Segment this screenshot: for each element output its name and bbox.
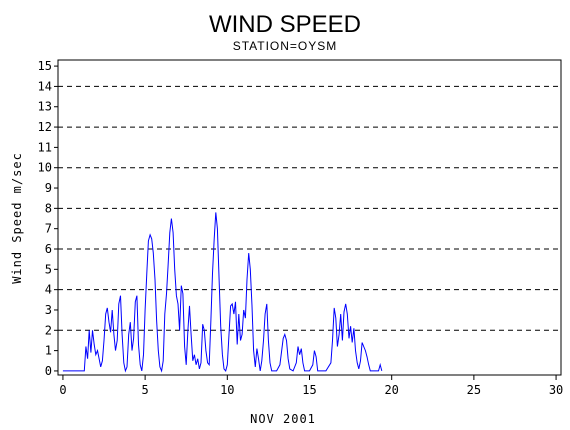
y-tick-label-13: 13 — [38, 100, 52, 114]
x-tick-label-5: 5 — [142, 383, 149, 397]
x-axis: 0 5 10 15 20 25 30 — [59, 375, 563, 397]
y-tick-label-12: 12 — [38, 120, 52, 134]
y-tick-label-3: 3 — [45, 303, 52, 317]
y-tick-label-0: 0 — [45, 364, 52, 378]
y-tick-label-1: 1 — [45, 344, 52, 358]
y-tick-label-9: 9 — [45, 181, 52, 195]
chart-title: WIND SPEED — [209, 11, 361, 38]
y-tick-label-4: 4 — [45, 283, 52, 297]
x-tick-label-20: 20 — [384, 383, 398, 397]
y-tick-label-10: 10 — [38, 161, 52, 175]
y-tick-label-11: 11 — [38, 140, 52, 154]
series-group — [62, 212, 383, 373]
x-axis-label: NOV 2001 — [250, 412, 316, 426]
gridlines — [58, 85, 561, 331]
x-tick-label-0: 0 — [59, 383, 66, 397]
y-tick-label-15: 15 — [38, 59, 52, 73]
y-tick-label-2: 2 — [45, 323, 52, 337]
y-tick-label-5: 5 — [45, 262, 52, 276]
plot-area-frame — [57, 59, 562, 376]
chart-subtitle: STATION=OYSM — [233, 39, 338, 53]
y-tick-label-7: 7 — [45, 222, 52, 236]
y-tick-label-6: 6 — [45, 242, 52, 256]
y-axis-label: Wind Speed m/sec — [10, 152, 24, 284]
x-tick-label-15: 15 — [302, 383, 316, 397]
x-tick-label-10: 10 — [220, 383, 234, 397]
y-tick-label-14: 14 — [38, 79, 52, 93]
x-tick-label-30: 30 — [549, 383, 563, 397]
series-line-0 — [62, 212, 383, 373]
y-tick-label-8: 8 — [45, 201, 52, 215]
x-tick-label-25: 25 — [467, 383, 481, 397]
